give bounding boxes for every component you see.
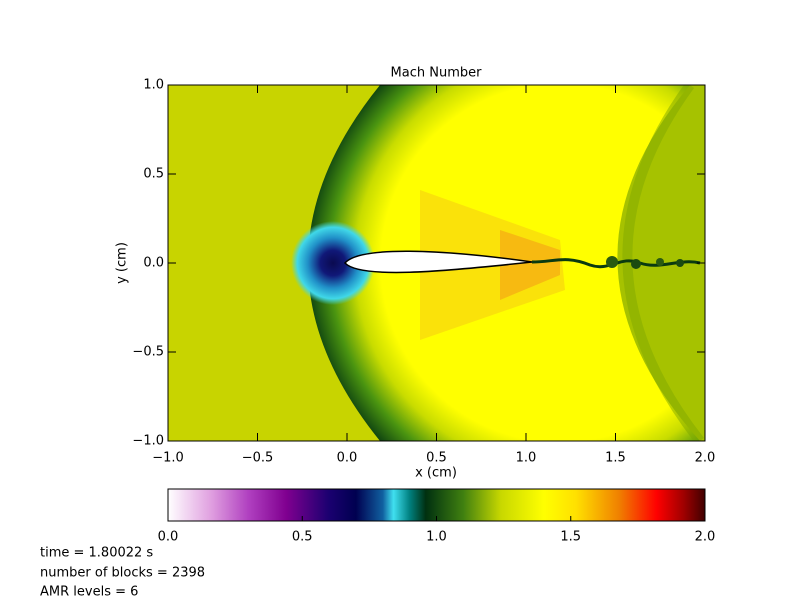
y-tick-label: −0.5 — [132, 345, 164, 360]
x-axis-label: x (cm) — [415, 466, 457, 481]
x-tick-label: −0.5 — [242, 451, 274, 466]
x-tick-label: 1.0 — [516, 451, 537, 466]
y-tick-label: 1.0 — [143, 78, 164, 93]
chart-title: Mach Number — [391, 66, 483, 81]
annotation: time = 1.80022 s — [40, 546, 153, 561]
colorbar-tick-label: 2.0 — [695, 530, 716, 545]
x-tick-label: −1.0 — [152, 451, 184, 466]
x-tick-label: 0.5 — [426, 451, 447, 466]
x-tick-label: 2.0 — [695, 451, 716, 466]
x-tick-label: 0.0 — [337, 451, 358, 466]
y-tick-label: −1.0 — [132, 434, 164, 449]
annotation: AMR levels = 6 — [40, 585, 138, 600]
annotation: number of blocks = 2398 — [40, 566, 205, 581]
colorbar-tick-label: 0.5 — [292, 530, 313, 545]
colorbar-tick-label: 0.0 — [158, 530, 179, 545]
colorbar-tick-label: 1.5 — [560, 530, 581, 545]
y-tick-label: 0.0 — [143, 256, 164, 271]
colorbar — [167, 488, 706, 522]
y-tick-label: 0.5 — [143, 167, 164, 182]
mach-field — [168, 85, 705, 441]
x-tick-label: 1.5 — [605, 451, 626, 466]
y-axis-label: y (cm) — [115, 242, 130, 284]
colorbar-tick-label: 1.0 — [426, 530, 447, 545]
